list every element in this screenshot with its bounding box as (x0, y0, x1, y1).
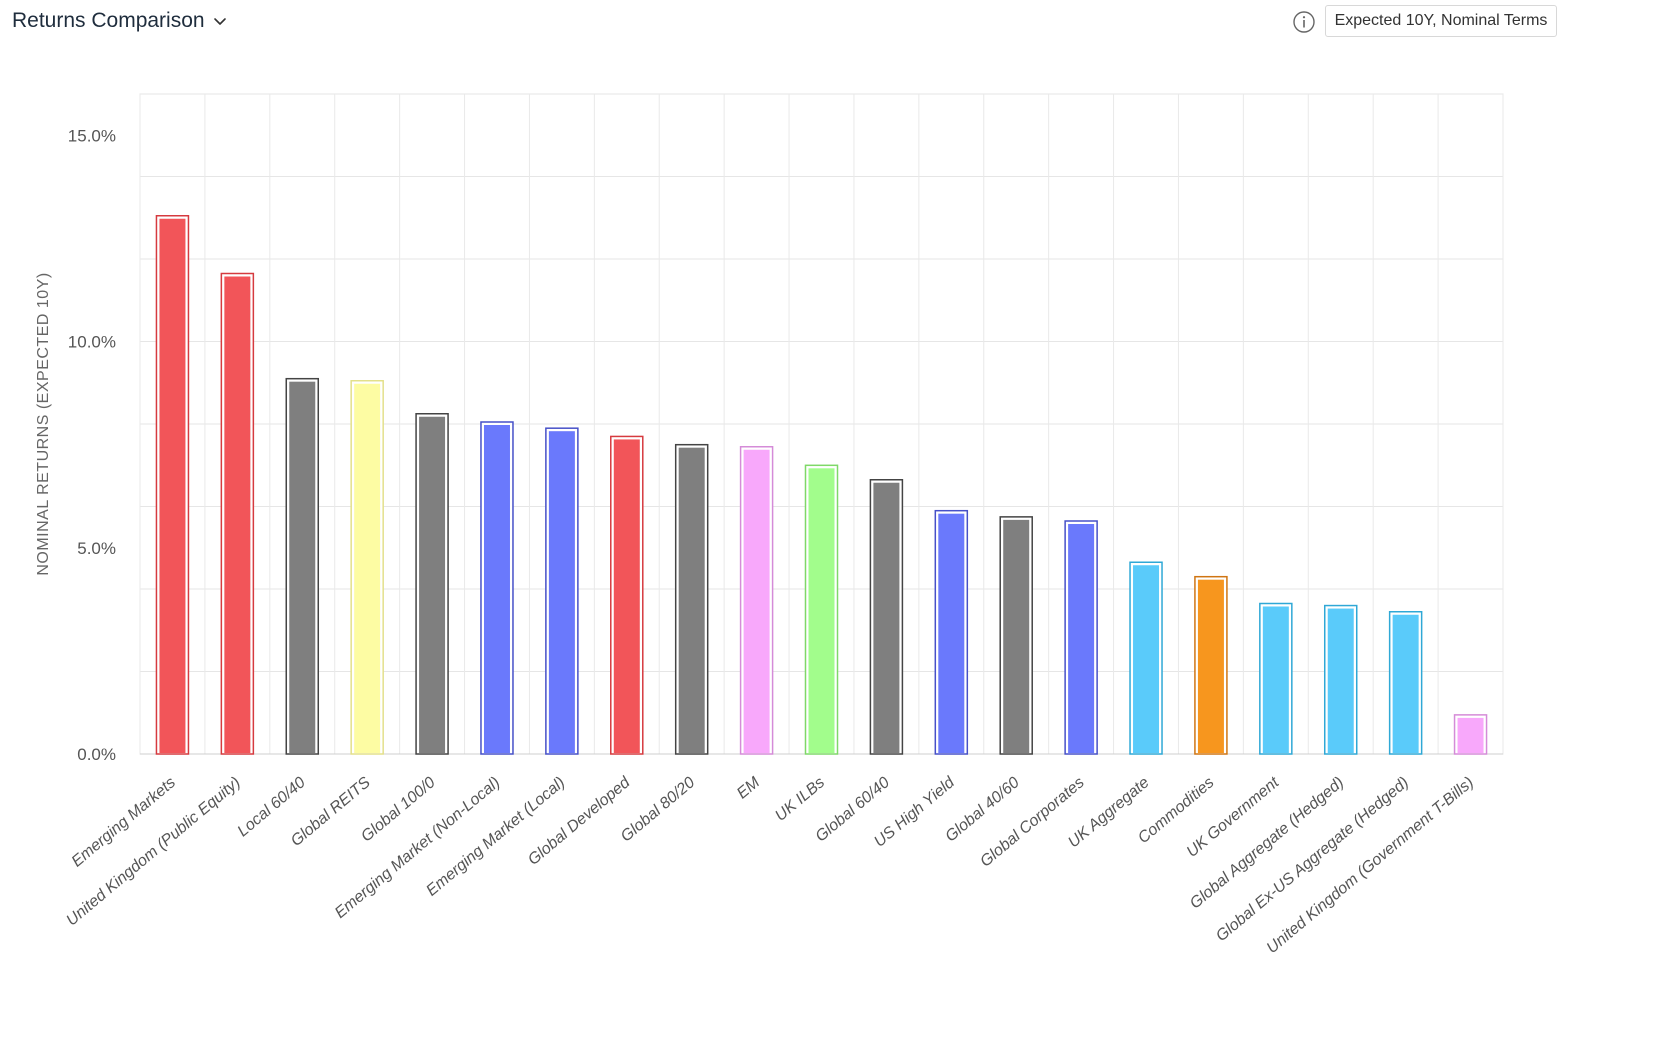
bar (808, 468, 835, 753)
category-label: Emerging Markets (69, 774, 179, 870)
chart-header: Returns Comparison Expected 10Y, Nominal… (0, 0, 1660, 50)
bar (1392, 614, 1419, 753)
bar (743, 449, 770, 753)
bar (1457, 717, 1484, 753)
bar (548, 431, 575, 753)
category-label: UK ILBs (772, 774, 828, 825)
bar (1327, 608, 1354, 753)
chevron-down-icon (213, 18, 226, 25)
bar (1133, 565, 1160, 753)
bar (873, 482, 900, 753)
bar (289, 381, 316, 753)
bar (613, 439, 640, 753)
category-label: EM (734, 774, 764, 803)
info-icon[interactable] (1292, 10, 1316, 34)
y-tick-label: 0.0% (77, 745, 116, 764)
y-tick-label: 15.0% (68, 126, 116, 145)
bar (1003, 519, 1030, 753)
bar (159, 218, 186, 753)
bar (354, 383, 381, 753)
bar (1262, 606, 1289, 753)
bar (1068, 524, 1095, 753)
bar (938, 513, 965, 753)
y-tick-label: 5.0% (77, 539, 116, 558)
chart-title: Returns Comparison (12, 9, 205, 32)
returns-mode-button[interactable]: Expected 10Y, Nominal Terms (1325, 5, 1557, 37)
y-axis-label: NOMINAL RETURNS (EXPECTED 10Y) (35, 272, 52, 575)
bar (483, 425, 510, 753)
chart-title-dropdown[interactable]: Returns Comparison (12, 9, 227, 33)
bar (1197, 579, 1224, 753)
bar (678, 447, 705, 753)
y-tick-label: 10.0% (68, 333, 116, 352)
bar (224, 276, 251, 753)
bar (419, 416, 446, 753)
